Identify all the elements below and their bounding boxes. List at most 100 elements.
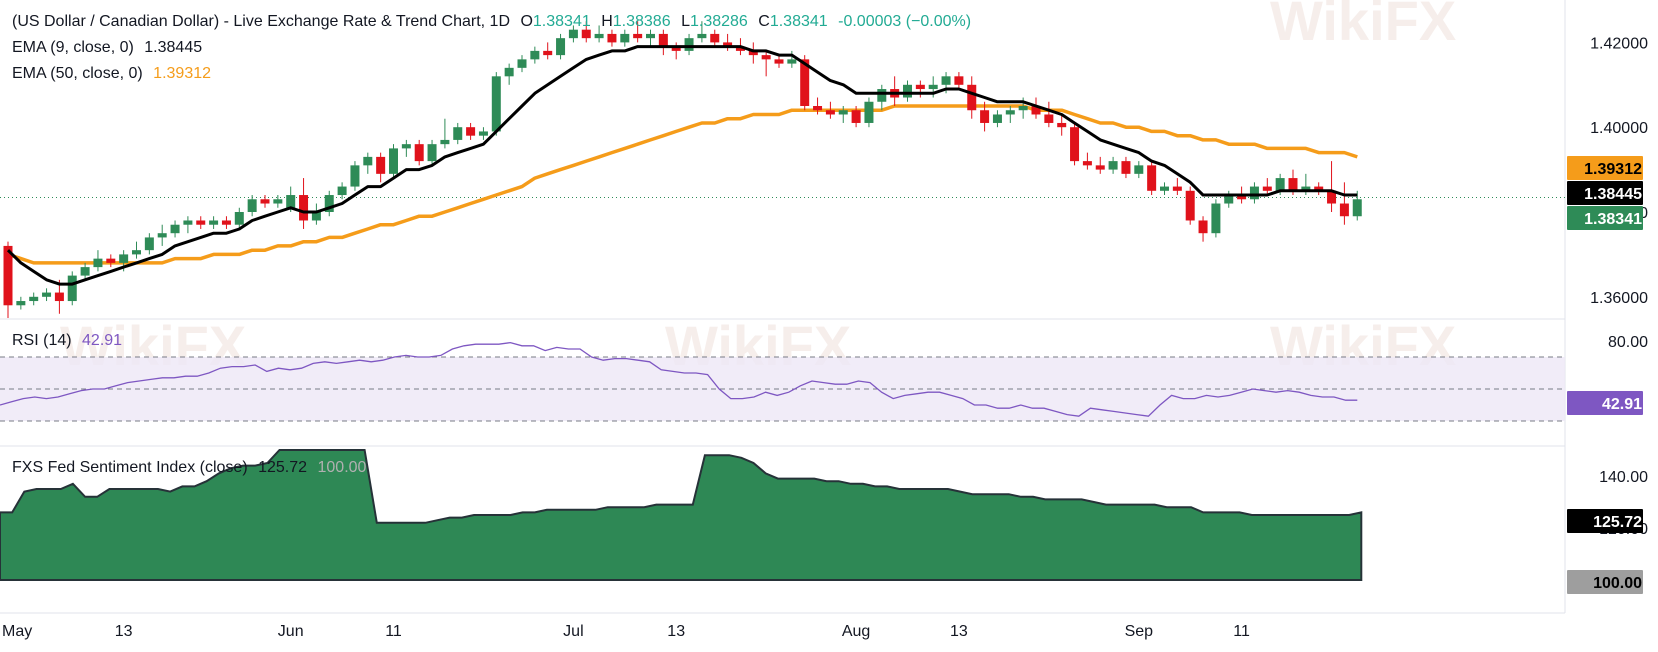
ema9-legend: EMA (9, close, 0) 1.38445	[12, 38, 202, 58]
candle-body	[1070, 127, 1080, 162]
candle-body	[594, 33, 604, 39]
candle-body	[1211, 203, 1221, 234]
candle-body	[376, 156, 386, 174]
fxs-baseline-value: 100.00	[317, 459, 367, 476]
candle-body	[710, 33, 720, 43]
rsi-value: 42.91	[82, 332, 123, 349]
candle-body	[1134, 165, 1144, 174]
candle-body	[671, 46, 681, 51]
ohlc-close-value: 1.38341	[769, 13, 828, 30]
candle-body	[543, 50, 553, 56]
candle-body	[556, 38, 566, 56]
candle-body	[1224, 195, 1234, 204]
candle-body	[1237, 195, 1247, 200]
ohlc-low-value: 1.38286	[689, 13, 748, 30]
candle-body	[54, 292, 64, 302]
candle-body	[517, 59, 527, 68]
candle-body	[1275, 178, 1285, 191]
time-axis-tick: 13	[950, 623, 968, 640]
time-axis-tick: Aug	[842, 623, 870, 640]
rsi-axis-tick: 80.00	[1608, 334, 1648, 351]
candle-body	[838, 110, 848, 115]
time-axis-tick: Jun	[278, 623, 304, 640]
candle-body	[144, 237, 154, 251]
candle-body	[286, 195, 296, 208]
candle-body	[1172, 186, 1182, 191]
candle-body	[774, 59, 784, 64]
candle-body	[1057, 122, 1067, 128]
axes-layer: 1.360001.380001.400001.4200080.00120.001…	[2, 35, 1648, 640]
symbol-title: (US Dollar / Canadian Dollar) - Live Exc…	[12, 13, 510, 30]
candle-body	[825, 110, 835, 115]
candle-body	[1121, 161, 1131, 174]
watermark-text: WikiFX	[1270, 0, 1456, 52]
candle-body	[183, 220, 193, 225]
candle-body	[247, 199, 257, 212]
price-badges: 1.39312 1.38445 1.38341 42.91 125.72 100.00	[1567, 156, 1643, 594]
candle-body	[337, 186, 347, 196]
fxs-badge-bg	[1567, 509, 1643, 533]
ema50-polyline	[7, 104, 1358, 265]
candle-body	[761, 55, 771, 60]
fxs-area	[0, 449, 1363, 581]
candle-body	[1249, 186, 1259, 200]
candle-body	[401, 144, 411, 149]
candle-body	[1301, 186, 1311, 191]
ema50-badge-text: 1.39312	[1584, 161, 1642, 178]
candle-body	[157, 233, 167, 238]
change-value: -0.00003 (−0.00%)	[838, 13, 972, 30]
candle-body	[530, 50, 540, 60]
ema9-value: 1.38445	[144, 39, 203, 56]
candle-body	[311, 212, 321, 221]
candle-body	[466, 127, 476, 136]
candle-body	[414, 144, 424, 162]
ema50-label: EMA (50, close, 0)	[12, 65, 143, 82]
fxs-pane	[0, 449, 1363, 581]
price-axis-tick: 1.36000	[1590, 290, 1648, 307]
candle-body	[119, 254, 129, 263]
candle-body	[1018, 106, 1028, 111]
candle-body	[1005, 110, 1015, 115]
candle-body	[941, 76, 951, 85]
candle-body	[427, 144, 437, 162]
candle-body	[684, 38, 694, 51]
time-axis-tick: 13	[115, 623, 133, 640]
price-pane-grid	[0, 0, 1566, 614]
ohlc-high-label: H	[601, 13, 613, 30]
candle-body	[16, 301, 26, 306]
rsi-legend: RSI (14) 42.91	[12, 331, 122, 351]
candle-body	[877, 89, 887, 102]
candle-body	[196, 220, 206, 225]
candle-body	[800, 59, 810, 106]
candle-body	[1327, 190, 1337, 204]
candle-body	[299, 195, 309, 221]
candle-body	[363, 156, 373, 166]
fxs-baseline-badge-bg	[1567, 570, 1643, 594]
ohlc-open-label: O	[520, 13, 533, 30]
candle-body	[3, 245, 13, 306]
candle-body	[723, 42, 733, 47]
ema9-badge-text: 1.38445	[1584, 186, 1642, 203]
ema9-badge-bg	[1567, 181, 1643, 205]
rsi-label: RSI (14)	[12, 332, 72, 349]
candle-body	[209, 220, 219, 225]
ema9-line	[6, 45, 1358, 286]
rsi-line	[0, 341, 1358, 417]
candle-body	[1031, 106, 1041, 115]
ema9-polyline	[6, 45, 1358, 286]
time-axis-tick: Sep	[1125, 623, 1154, 640]
candle-body	[1044, 114, 1054, 123]
candle-body	[1262, 186, 1272, 191]
candle-body	[42, 292, 52, 297]
ohlc-low-label: L	[681, 13, 690, 30]
rsi-badge-text: 42.91	[1602, 396, 1642, 413]
candle-body	[324, 195, 334, 212]
candle-body	[453, 127, 463, 140]
candle-body	[620, 33, 630, 43]
candle-body	[491, 76, 501, 132]
fxs-legend: FXS Fed Sentiment Index (close) 125.72 1…	[12, 458, 366, 478]
candle-body	[992, 114, 1002, 123]
candle-body	[1288, 178, 1298, 191]
candle-body	[1160, 186, 1169, 191]
